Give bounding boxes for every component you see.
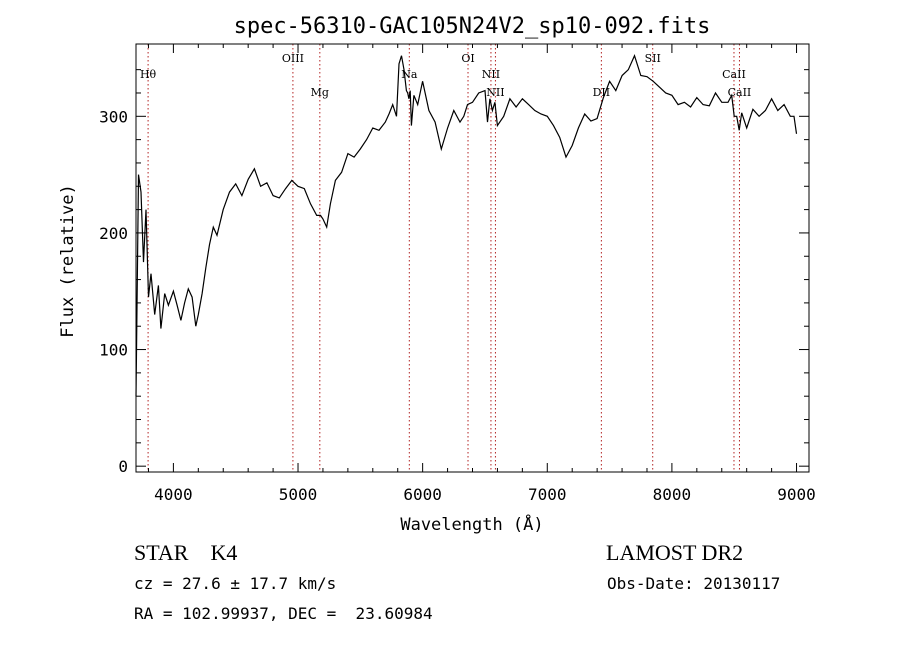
y-axis-label: Flux (relative) <box>58 184 78 338</box>
marker-label: Mg <box>311 86 329 99</box>
line-markers <box>147 44 740 472</box>
x-tick-label: 4000 <box>154 485 193 504</box>
x-tick-label: 9000 <box>777 485 816 504</box>
y-tick-label: 100 <box>99 341 128 360</box>
x-tick-label: 8000 <box>653 485 692 504</box>
y-axis-ticks: 0 100 200 300 <box>99 69 809 476</box>
survey-name: LAMOST DR2 <box>606 540 744 565</box>
marker-label: SII <box>645 52 661 65</box>
marker-label: OI <box>461 52 474 65</box>
marker-label: NII <box>486 86 504 99</box>
x-tick-label: 7000 <box>528 485 567 504</box>
marker-label: CaII <box>722 68 746 81</box>
x-tick-label: 6000 <box>403 485 442 504</box>
coordinates: RA = 102.99937, DEC = 23.60984 <box>134 604 433 623</box>
observation-date: Obs-Date: 20130117 <box>607 574 781 593</box>
marker-label: CaII <box>728 86 752 99</box>
marker-label: NII <box>482 68 500 81</box>
marker-label: OIII <box>282 52 304 65</box>
x-axis-label: Wavelength (Å) <box>400 513 543 535</box>
x-tick-label: 5000 <box>279 485 318 504</box>
spectrum-line <box>135 54 798 397</box>
spectrum-chart: spec-56310-GAC105N24V2_sp10-092.fits Hθ O… <box>58 14 816 535</box>
y-tick-label: 300 <box>99 107 128 126</box>
object-class: STAR K4 <box>134 540 238 565</box>
redshift-velocity: cz = 27.6 ± 17.7 km/s <box>134 574 337 593</box>
y-tick-label: 0 <box>118 457 128 476</box>
marker-label: Hθ <box>140 68 157 81</box>
plot-frame <box>135 43 810 473</box>
marker-label: DII <box>593 86 611 99</box>
x-axis-ticks: 4000 5000 6000 7000 8000 9000 <box>147 44 816 504</box>
y-tick-label: 200 <box>99 224 128 243</box>
chart-title: spec-56310-GAC105N24V2_sp10-092.fits <box>234 14 711 39</box>
